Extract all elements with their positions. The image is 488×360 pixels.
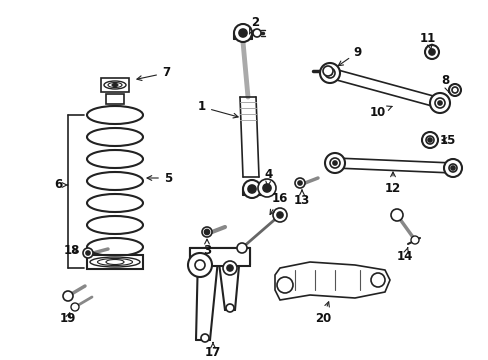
- Circle shape: [323, 66, 332, 76]
- Circle shape: [448, 84, 460, 96]
- Bar: [101, 78, 129, 92]
- Text: 18: 18: [63, 243, 80, 256]
- Circle shape: [325, 68, 334, 78]
- Circle shape: [86, 251, 90, 255]
- Text: 20: 20: [314, 302, 330, 324]
- Circle shape: [443, 159, 461, 177]
- Circle shape: [247, 185, 256, 193]
- Text: 19: 19: [60, 311, 76, 324]
- Ellipse shape: [112, 84, 118, 86]
- Circle shape: [226, 265, 232, 271]
- Circle shape: [243, 180, 261, 198]
- Circle shape: [327, 71, 331, 75]
- Circle shape: [252, 29, 261, 37]
- Text: 8: 8: [440, 73, 448, 92]
- Circle shape: [263, 184, 270, 192]
- Text: 5: 5: [147, 171, 172, 184]
- Text: 15: 15: [439, 134, 455, 147]
- Text: 10: 10: [369, 105, 391, 118]
- Circle shape: [276, 212, 283, 218]
- Bar: [190, 248, 249, 266]
- Text: 14: 14: [396, 248, 412, 264]
- Circle shape: [427, 138, 431, 142]
- Circle shape: [450, 166, 454, 170]
- Bar: [106, 94, 124, 104]
- Text: 16: 16: [269, 192, 287, 215]
- Circle shape: [332, 161, 336, 165]
- Circle shape: [297, 181, 302, 185]
- Circle shape: [187, 253, 212, 277]
- Circle shape: [429, 93, 449, 113]
- Circle shape: [425, 136, 433, 144]
- Circle shape: [370, 273, 384, 287]
- Circle shape: [63, 291, 73, 301]
- Circle shape: [421, 132, 437, 148]
- Text: 11: 11: [419, 31, 435, 50]
- Circle shape: [71, 303, 79, 311]
- Text: 6: 6: [54, 179, 67, 192]
- Circle shape: [195, 260, 204, 270]
- Circle shape: [437, 101, 441, 105]
- Text: 3: 3: [203, 239, 211, 256]
- Circle shape: [451, 87, 457, 93]
- Bar: [87, 255, 142, 269]
- Circle shape: [434, 98, 444, 108]
- Circle shape: [276, 277, 292, 293]
- Circle shape: [319, 63, 339, 83]
- Circle shape: [83, 248, 93, 258]
- Circle shape: [325, 153, 345, 173]
- Circle shape: [272, 208, 286, 222]
- Text: 2: 2: [249, 15, 259, 34]
- Text: 12: 12: [384, 172, 400, 194]
- Circle shape: [329, 158, 339, 168]
- Circle shape: [294, 178, 305, 188]
- Text: 1: 1: [198, 100, 238, 118]
- Circle shape: [390, 209, 402, 221]
- PathPatch shape: [274, 262, 389, 300]
- Circle shape: [201, 334, 208, 342]
- Text: 7: 7: [137, 67, 170, 81]
- Text: 17: 17: [204, 343, 221, 359]
- Circle shape: [204, 230, 209, 234]
- Circle shape: [223, 261, 237, 275]
- Circle shape: [428, 49, 434, 55]
- Circle shape: [448, 164, 456, 172]
- Circle shape: [225, 304, 234, 312]
- Text: 9: 9: [338, 45, 362, 66]
- Circle shape: [239, 29, 246, 37]
- Circle shape: [202, 227, 212, 237]
- Text: 13: 13: [293, 190, 309, 207]
- Circle shape: [237, 243, 246, 253]
- Circle shape: [424, 45, 438, 59]
- Circle shape: [410, 236, 418, 244]
- Text: 4: 4: [264, 168, 273, 187]
- Circle shape: [234, 24, 251, 42]
- Circle shape: [258, 179, 275, 197]
